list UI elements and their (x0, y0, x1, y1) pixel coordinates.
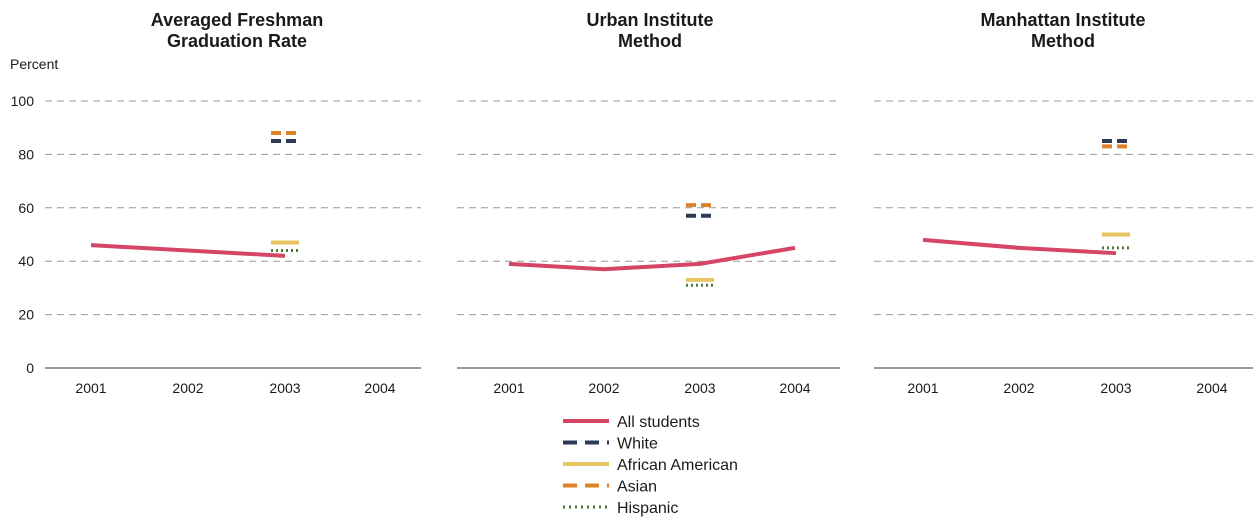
legend-label: White (617, 436, 658, 453)
legend-label: African American (617, 457, 738, 474)
legend-item-all-students: All students (563, 414, 700, 431)
x-tick-label: 2002 (588, 380, 619, 396)
legend-label: Asian (617, 479, 657, 496)
x-tick-label: 2004 (779, 380, 810, 396)
legend-label: Hispanic (617, 500, 678, 517)
panel-title-line: Urban Institute (586, 10, 713, 30)
legend: All students White African American Asian Hi… (563, 414, 738, 517)
x-tick-label: 2003 (684, 380, 715, 396)
x-tick-label: 2002 (172, 380, 203, 396)
y-tick-label: 40 (18, 253, 34, 269)
panel-title-line: Method (618, 31, 682, 51)
legend-label: All students (617, 414, 700, 431)
series-all-students-line (90, 243, 286, 258)
series-all-students-line (508, 245, 796, 272)
panel-title-line: Method (1031, 31, 1095, 51)
y-tick-label: 20 (18, 307, 34, 323)
x-tick-label: 2003 (269, 380, 300, 396)
chart-panel-1: Averaged Freshman Graduation Rate 0 20 40 60 8… (11, 10, 421, 396)
x-tick-label: 2001 (75, 380, 106, 396)
y-tick-label: 100 (11, 93, 35, 109)
chart-panels: Averaged Freshman Graduation Rate 0 20 40 60 8… (11, 10, 1253, 396)
y-tick-label: 60 (18, 200, 34, 216)
panel-title-line: Manhattan Institute (981, 10, 1146, 30)
chart-panel-2: Urban Institute Method 2001 2002 2003 2004 (457, 10, 840, 396)
panel-title-line: Averaged Freshman (151, 10, 323, 30)
series-all-students-line (922, 237, 1117, 256)
legend-item-white: White (563, 436, 658, 453)
x-tick-label: 2004 (1196, 380, 1227, 396)
x-tick-label: 2001 (907, 380, 938, 396)
x-tick-label: 2002 (1003, 380, 1034, 396)
panel-title: Averaged Freshman Graduation Rate (151, 10, 323, 51)
x-tick-label: 2001 (493, 380, 524, 396)
legend-item-asian: Asian (563, 479, 657, 496)
y-tick-label: 80 (18, 146, 34, 162)
y-axis-label: Percent (10, 56, 58, 72)
panel-title: Manhattan Institute Method (981, 10, 1146, 51)
legend-item-hispanic: Hispanic (563, 500, 678, 517)
legend-item-african-american: African American (563, 457, 738, 474)
panel-title-line: Graduation Rate (167, 31, 307, 51)
x-tick-label: 2004 (364, 380, 395, 396)
y-tick-label: 0 (26, 360, 34, 376)
chart-panel-3: Manhattan Institute Method 2001 2002 2003 200… (874, 10, 1253, 396)
panel-title: Urban Institute Method (586, 10, 713, 51)
x-tick-label: 2003 (1100, 380, 1131, 396)
